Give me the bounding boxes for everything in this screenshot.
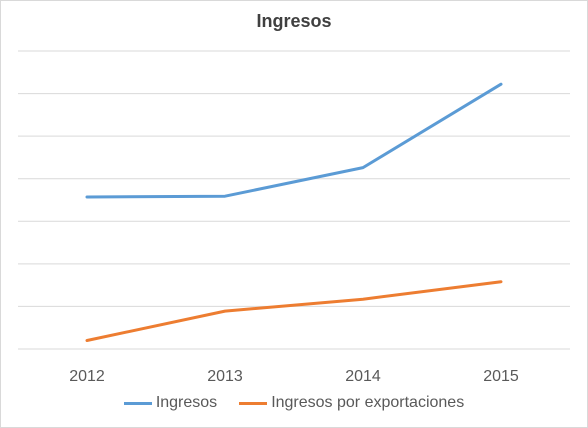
series-layer — [85, 82, 503, 342]
legend-label-ingresos: Ingresos — [155, 394, 218, 411]
x-tick-label: 2015 — [483, 368, 519, 385]
legend-swatch-ingresos — [123, 401, 152, 405]
chart-title: Ingresos — [256, 11, 332, 31]
legend-item-exportaciones: Ingresos por exportaciones — [239, 394, 464, 412]
legend-label-exportaciones: Ingresos por exportaciones — [271, 394, 465, 411]
legend: Ingresos Ingresos por exportaciones — [1, 394, 587, 412]
x-tick-label: 2014 — [345, 368, 381, 385]
legend-swatch-exportaciones — [239, 401, 268, 405]
x-tick-label: 2013 — [207, 368, 243, 385]
series-line-exportaciones — [85, 280, 503, 342]
series-line-ingresos — [85, 82, 503, 199]
x-tick-label: 2012 — [69, 368, 105, 385]
legend-item-ingresos: Ingresos — [123, 394, 218, 412]
x-axis-ticks: 2012 2013 2014 2015 — [69, 368, 519, 385]
